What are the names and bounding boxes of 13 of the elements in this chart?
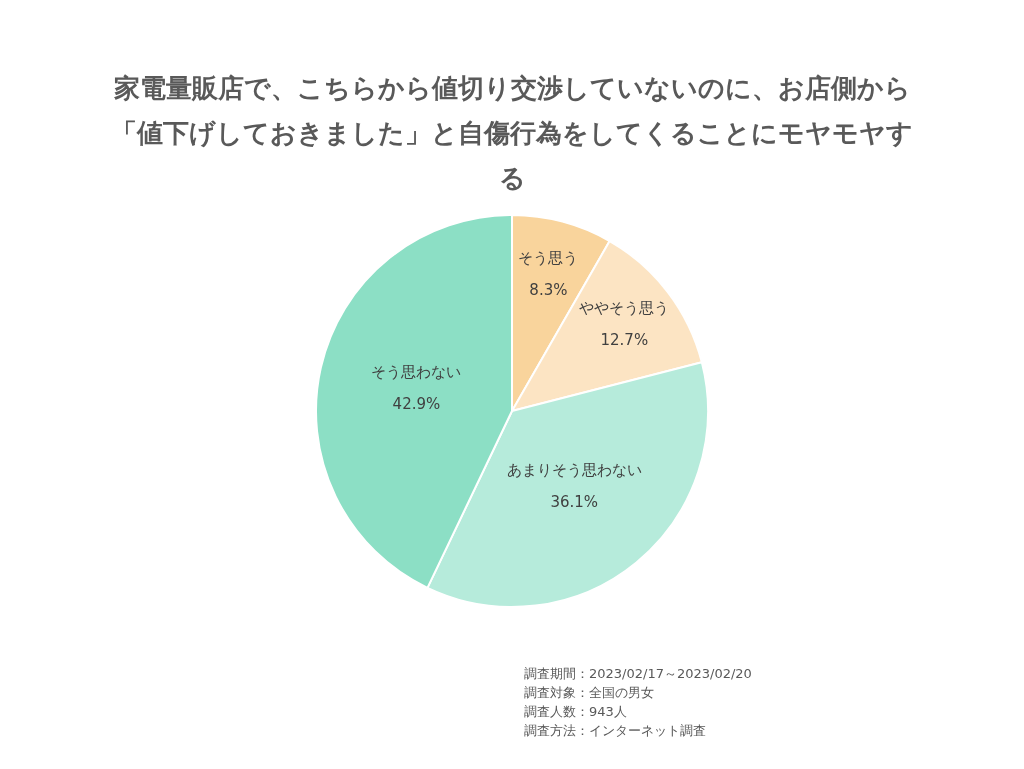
chart-title: 家電量販店で、こちらから値切り交渉していないのに、お店側から「値下げしておきました」と自傷行為をしてくることにモヤモヤする xyxy=(110,72,914,195)
text: 調査期間：2023/02/17～2023/02/20 xyxy=(524,665,752,683)
data-label: 12.7% xyxy=(600,331,649,350)
data-label: 8.3% xyxy=(529,280,568,299)
data-label: 36.1% xyxy=(550,492,599,511)
data-label: 42.9% xyxy=(392,395,441,414)
text: 調査人数：943人 xyxy=(524,703,628,721)
slice-label: そう思わない xyxy=(371,363,462,382)
slice-label: ややそう思う xyxy=(579,299,670,318)
text: 調査方法：インターネット調査 xyxy=(524,722,707,740)
text: 調査対象：全国の男女 xyxy=(524,684,655,702)
slice-label: あまりそう思わない xyxy=(506,460,642,479)
slice-label: そう思う xyxy=(518,248,579,267)
